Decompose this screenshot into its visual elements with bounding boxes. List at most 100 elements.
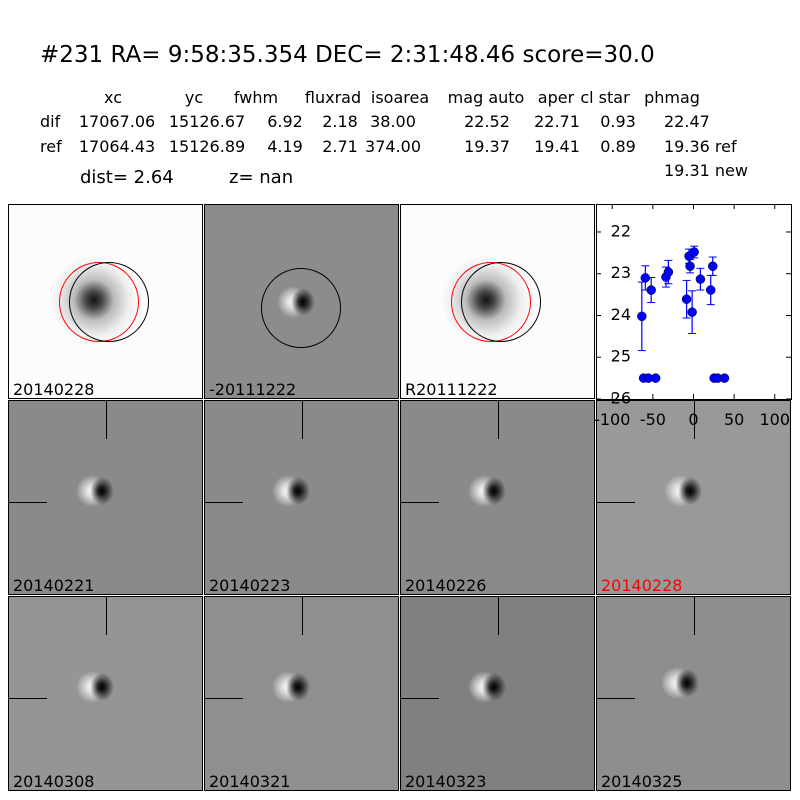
table-cell: 17064.43 [78,137,156,156]
dif-circle [261,268,341,348]
stamp-date-label: 20140221 [13,576,95,595]
stamp-date-label: 20140228 [13,380,95,399]
crosshair-vertical [498,597,499,635]
table-cell: 22.52 [464,112,510,131]
image-stamp: 20140228 [596,400,791,595]
column-header: isoarea [370,88,430,107]
dark-lobe [90,673,114,701]
dark-lobe [482,673,506,701]
column-header: phmag [644,88,700,107]
y-tick-label: 24 [611,305,631,324]
stamp-date-label: 20140321 [209,772,291,791]
image-stamp: 20140321 [204,596,399,791]
column-header: fluxrad [304,88,362,107]
data-point [695,274,706,284]
stamp-date-label: 20140228 [601,576,683,595]
crosshair-horizontal [401,698,439,699]
crosshair-vertical [302,401,303,439]
column-header: yc [184,88,204,107]
page-title: #231 RA= 9:58:35.354 DEC= 2:31:48.46 sco… [40,42,655,68]
image-stamp: 20140226 [400,400,595,595]
table-cell: 19.37 [464,137,510,156]
image-stamp: 20140308 [8,596,203,791]
dif-circle [69,262,149,342]
image-stamp: 20140323 [400,596,595,791]
stamp-date-label: R20111222 [405,380,498,399]
data-point [646,285,656,295]
column-header: mag auto [447,88,525,107]
table-cell: 38.00 [370,112,416,131]
crosshair-horizontal [597,502,635,503]
dif-circle [461,262,541,342]
table-cell: 19.41 [534,137,580,156]
column-header: aper [537,88,575,107]
data-point [705,285,716,295]
y-tick-label: 23 [611,263,631,282]
crosshair-horizontal [597,698,635,699]
plot-frame [596,204,792,400]
crosshair-vertical [302,597,303,635]
table-cell: 0.93 [600,112,636,131]
table-cell: 2.71 [322,137,358,156]
y-tick-label: 22 [611,221,631,240]
y-tick-label: 26 [611,389,631,408]
dark-lobe [482,477,506,505]
data-point [708,261,718,271]
table-cell: 0.89 [600,137,636,156]
image-stamp: 20140221 [8,400,203,595]
crosshair-vertical [106,401,107,439]
table-cell: 6.92 [267,112,303,131]
image-stamp: 20140223 [204,400,399,595]
table-cell: 374.00 [365,137,421,156]
table-cell: 4.19 [267,137,303,156]
stamp-date-label: 20140223 [209,576,291,595]
crosshair-horizontal [205,698,243,699]
table-cell: 17067.06 [78,112,156,131]
image-stamp: R20111222 [400,204,595,399]
data-point [689,247,699,257]
dark-lobe [90,477,114,505]
table-cell: 19.36 ref [664,137,737,156]
dark-lobe [678,477,702,505]
column-header: xc [104,88,122,107]
dark-lobe [286,673,310,701]
stamp-date-label: -20111222 [209,380,297,399]
row-label: ref [40,137,62,156]
x-tick-label: 50 [724,410,744,429]
y-tick-label: 25 [611,347,631,366]
crosshair-vertical [106,597,107,635]
dark-lobe [286,477,310,505]
image-stamp: 20140325 [596,596,791,791]
data-point [663,267,674,277]
table-cell: 15126.89 [168,137,246,156]
x-tick-label: 100 [759,410,790,429]
crosshair-horizontal [9,502,47,503]
table-cell: 15126.67 [168,112,246,131]
data-point [681,294,692,304]
crosshair-vertical [694,401,695,439]
dark-lobe [675,669,699,697]
crosshair-horizontal [9,698,47,699]
data-point [685,261,695,271]
column-header: cl star [580,88,630,107]
crosshair-vertical [694,597,695,635]
data-point [650,373,661,383]
column-header: fwhm [233,88,279,107]
table-cell: 2.18 [322,112,358,131]
phmag-new: 19.31 new [664,161,748,180]
crosshair-horizontal [401,502,439,503]
stamp-date-label: 20140226 [405,576,487,595]
z-text: z= nan [229,167,294,188]
stamp-date-label: 20140325 [601,772,683,791]
table-cell: 22.71 [534,112,580,131]
stamp-date-label: 20140323 [405,772,487,791]
x-tick-label: -100 [594,410,630,429]
data-point [687,307,697,317]
table-cell: 22.47 [664,112,710,131]
x-tick-label: 0 [688,410,698,429]
crosshair-horizontal [205,502,243,503]
data-point [637,311,647,322]
row-label: dif [40,112,61,131]
crosshair-vertical [498,401,499,439]
x-tick-label: -50 [640,410,666,429]
